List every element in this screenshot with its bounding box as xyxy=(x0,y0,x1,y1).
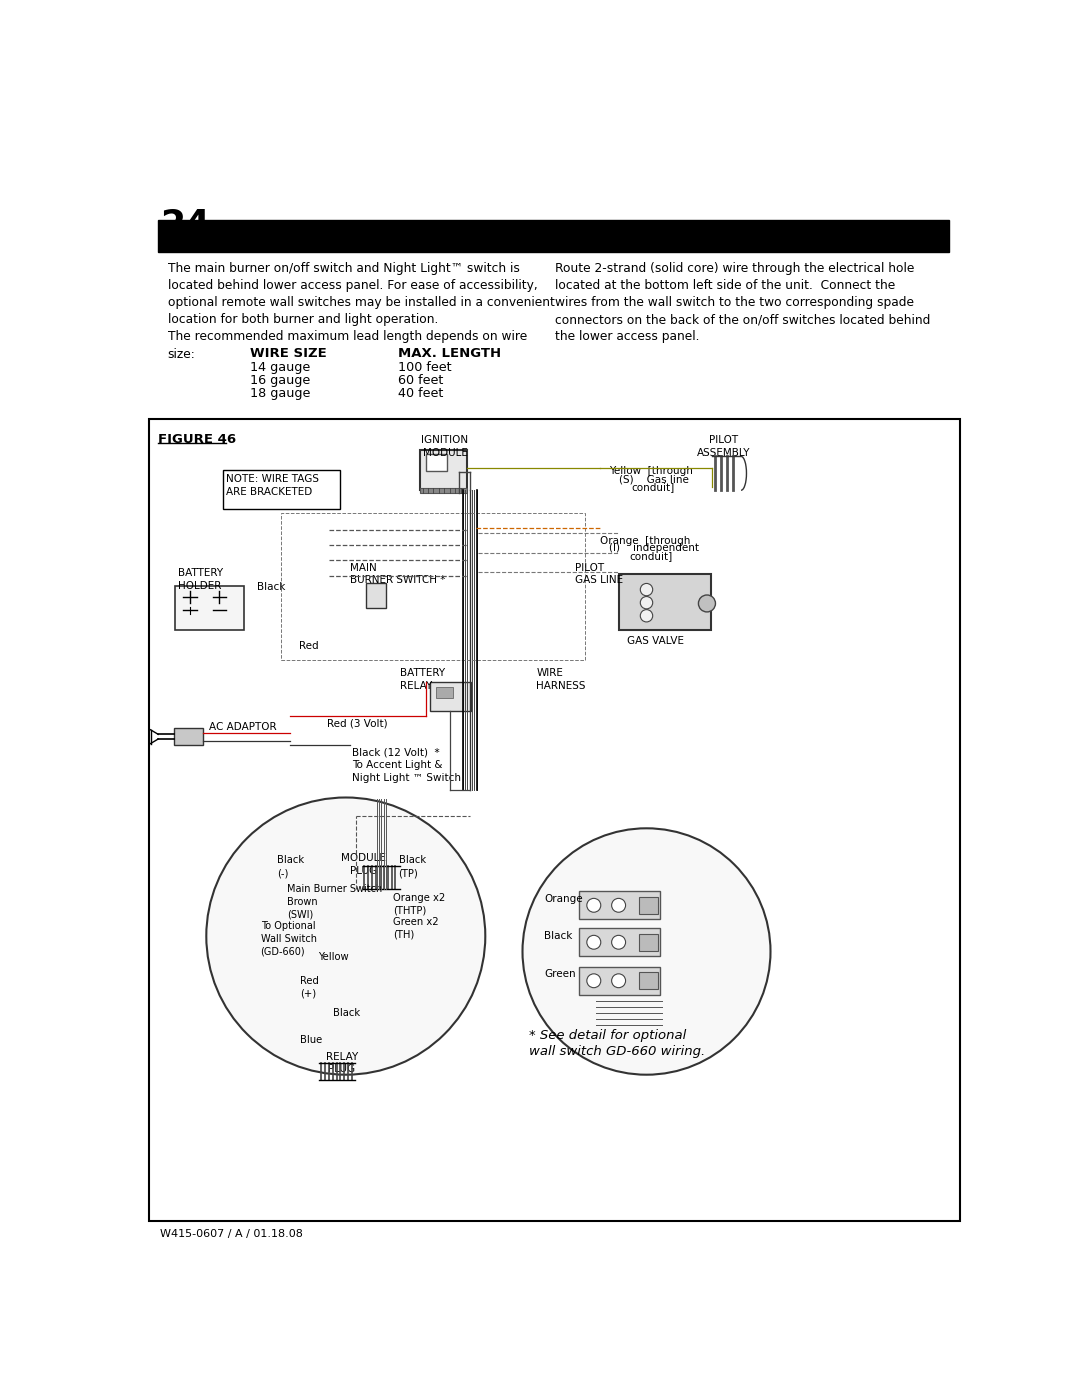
Text: Black: Black xyxy=(333,1009,360,1018)
Text: AC ADAPTOR: AC ADAPTOR xyxy=(208,722,276,732)
Text: IGNITION
MODULE: IGNITION MODULE xyxy=(421,434,469,458)
Text: MAX. LENGTH: MAX. LENGTH xyxy=(399,346,501,360)
Bar xyxy=(366,584,387,608)
Text: Black: Black xyxy=(544,930,572,940)
Bar xyxy=(426,454,447,471)
Circle shape xyxy=(523,828,770,1074)
Text: 100 feet: 100 feet xyxy=(399,360,453,374)
Text: MAIN
BURNER SWITCH *: MAIN BURNER SWITCH * xyxy=(350,563,446,585)
Bar xyxy=(175,585,243,630)
Text: NOTE: WIRE TAGS
ARE BRACKETED: NOTE: WIRE TAGS ARE BRACKETED xyxy=(227,474,320,497)
Bar xyxy=(430,682,471,711)
Circle shape xyxy=(640,609,652,622)
Text: The main burner on/off switch and Night Light™ switch is
located behind lower ac: The main burner on/off switch and Night … xyxy=(167,261,554,360)
Text: conduit]: conduit] xyxy=(632,482,675,492)
Text: PILOT
ASSEMBLY: PILOT ASSEMBLY xyxy=(698,434,751,458)
Bar xyxy=(579,929,661,956)
Bar xyxy=(420,450,467,490)
Text: 24: 24 xyxy=(160,208,210,242)
Text: BATTERY
HOLDER: BATTERY HOLDER xyxy=(177,569,222,591)
Text: 16 gauge: 16 gauge xyxy=(249,374,310,387)
Bar xyxy=(638,972,658,989)
Text: Red
(+): Red (+) xyxy=(300,977,319,999)
Bar xyxy=(579,891,661,919)
Text: Black: Black xyxy=(257,583,286,592)
Circle shape xyxy=(699,595,715,612)
Text: W415-0607 / A / 01.18.08: W415-0607 / A / 01.18.08 xyxy=(160,1229,302,1239)
Text: 18 gauge: 18 gauge xyxy=(249,387,310,400)
Circle shape xyxy=(586,936,600,949)
Circle shape xyxy=(640,597,652,609)
Circle shape xyxy=(611,936,625,949)
Bar xyxy=(638,897,658,914)
Bar xyxy=(638,933,658,951)
Text: 40 feet: 40 feet xyxy=(399,387,444,400)
Bar xyxy=(619,574,711,630)
Text: PILOT
GAS LINE: PILOT GAS LINE xyxy=(576,563,623,585)
Text: Red: Red xyxy=(299,641,319,651)
Bar xyxy=(281,513,584,661)
Text: To Optional
Wall Switch
(GD-660): To Optional Wall Switch (GD-660) xyxy=(260,921,316,957)
Text: RELAY
PLUG: RELAY PLUG xyxy=(326,1052,359,1074)
Circle shape xyxy=(611,974,625,988)
Text: MODULE
PLUG: MODULE PLUG xyxy=(341,854,386,876)
Text: Orange  [through: Orange [through xyxy=(600,535,690,546)
Bar xyxy=(159,219,948,253)
Circle shape xyxy=(206,798,485,1074)
Text: Red (3 Volt): Red (3 Volt) xyxy=(327,719,388,729)
Text: WIRING DIAGRAM: WIRING DIAGRAM xyxy=(416,221,691,249)
Text: Main Burner Switch
Brown
(SWI): Main Burner Switch Brown (SWI) xyxy=(287,884,382,919)
Circle shape xyxy=(611,898,625,912)
Text: GAS VALVE: GAS VALVE xyxy=(627,636,684,645)
Bar xyxy=(435,687,453,698)
Text: FIGURE 46: FIGURE 46 xyxy=(159,433,237,446)
Text: WIRE SIZE: WIRE SIZE xyxy=(249,346,326,360)
Circle shape xyxy=(640,584,652,595)
Text: (I)    independent: (I) independent xyxy=(609,543,700,553)
Text: Route 2-strand (solid core) wire through the electrical hole
located at the bott: Route 2-strand (solid core) wire through… xyxy=(555,261,931,344)
Bar xyxy=(420,488,467,493)
Text: * See detail for optional
wall switch GD-660 wiring.: * See detail for optional wall switch GD… xyxy=(529,1028,705,1058)
Text: WIRE
HARNESS: WIRE HARNESS xyxy=(537,668,586,692)
Text: conduit]: conduit] xyxy=(630,550,673,562)
Circle shape xyxy=(586,898,600,912)
Text: Black
(-): Black (-) xyxy=(276,855,303,879)
Text: Orange x2
(THTP): Orange x2 (THTP) xyxy=(393,893,445,916)
Text: Orange: Orange xyxy=(544,894,583,904)
Text: 60 feet: 60 feet xyxy=(399,374,444,387)
Text: (S)    Gas line: (S) Gas line xyxy=(619,474,688,485)
Bar xyxy=(149,419,960,1221)
Text: Blue: Blue xyxy=(300,1035,322,1045)
Text: Green: Green xyxy=(544,970,576,979)
Bar xyxy=(579,967,661,995)
Bar xyxy=(222,471,340,509)
Text: Black (12 Volt)  *
To Accent Light &
Night Light ™ Switch: Black (12 Volt) * To Accent Light & Nigh… xyxy=(352,747,461,784)
Text: Yellow  [through: Yellow [through xyxy=(609,467,693,476)
Bar xyxy=(174,728,203,745)
Text: Green x2
(TH): Green x2 (TH) xyxy=(393,916,438,940)
Circle shape xyxy=(586,974,600,988)
Text: BATTERY
RELAY: BATTERY RELAY xyxy=(400,668,445,692)
Text: 14 gauge: 14 gauge xyxy=(249,360,310,374)
Text: Black
(TP): Black (TP) xyxy=(399,855,426,879)
Text: Yellow: Yellow xyxy=(318,951,349,961)
